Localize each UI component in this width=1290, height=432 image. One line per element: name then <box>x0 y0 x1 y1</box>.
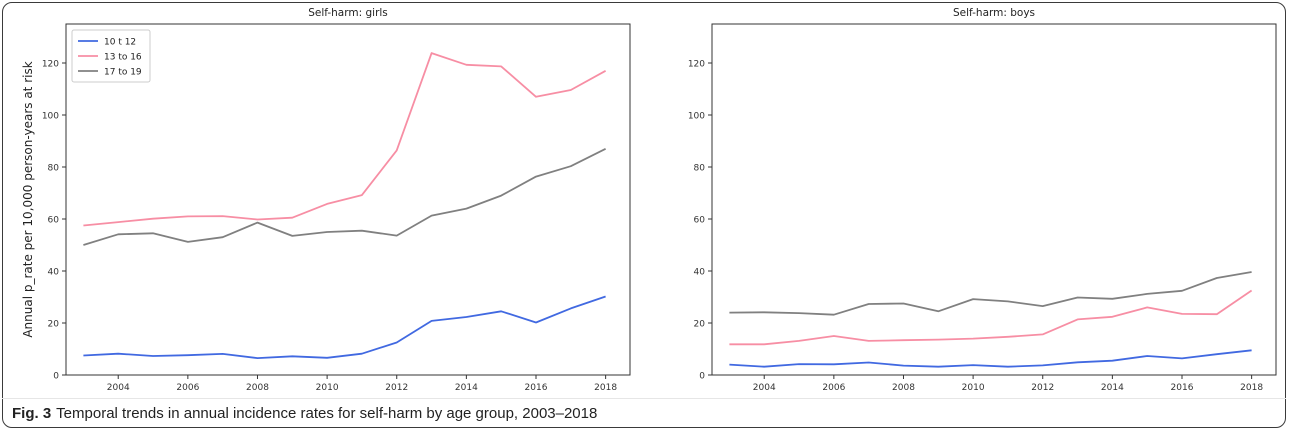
chart2-plot-area <box>711 23 1277 376</box>
chart1-legend-label-3: 17 to 19 <box>104 68 142 78</box>
chart2-series-line-3 <box>729 271 1252 316</box>
chart1-y-tick-label: 120 <box>42 60 59 70</box>
chart1-y-tick-label: 40 <box>48 268 60 278</box>
chart1-y-tick-label: 0 <box>53 372 59 382</box>
figure-caption: Fig. 3 Temporal trends in annual incidenc… <box>12 402 597 426</box>
chart2-series-line-2 <box>729 289 1253 346</box>
chart1-x-tick-label: 2004 <box>107 383 130 393</box>
chart2-y-tick-label: 100 <box>688 112 705 122</box>
chart1-plot-area <box>65 23 631 376</box>
chart1-x-tick-label: 2008 <box>246 383 269 393</box>
chart1-x-tick-label: 2012 <box>385 383 408 393</box>
chart1-y-tick-label: 20 <box>48 320 60 330</box>
chart2-title: Self-harm: boys <box>953 7 1035 19</box>
chart1-x-tick-label: 2018 <box>594 383 617 393</box>
chart1-series-line-3 <box>83 147 607 246</box>
chart1-legend-label-1: 10 t 12 <box>104 38 136 48</box>
chart1-legend-box <box>71 29 151 83</box>
chart2-y-tick-label: 60 <box>694 216 706 226</box>
caption-label: Fig. 3 <box>12 405 52 422</box>
chart2-x-tick-label: 2010 <box>962 383 985 393</box>
chart2-y-tick-label: 80 <box>694 164 706 174</box>
chart2-y-tick-label: 40 <box>694 268 706 278</box>
chart1-x-tick-label: 2010 <box>316 383 339 393</box>
chart2-x-tick-label: 2012 <box>1031 383 1054 393</box>
chart2-y-tick-label: 0 <box>699 372 705 382</box>
chart1-legend-label-2: 13 to 16 <box>104 53 142 63</box>
figure-canvas: Self-harm: girls 0 20 40 60 80 100 120 2004 2006 2… <box>21 7 1277 393</box>
chart2-y-tick-label: 120 <box>688 60 705 70</box>
chart1-x-tick-label: 2016 <box>525 383 548 393</box>
caption-divider <box>2 398 1286 399</box>
chart2-y-tick-label: 20 <box>694 320 706 330</box>
chart1-y-tick-label: 100 <box>42 112 59 122</box>
chart1-y-tick-label: 80 <box>48 164 60 174</box>
chart2-x-tick-label: 2016 <box>1171 383 1194 393</box>
chart2-x-tick-label: 2004 <box>753 383 776 393</box>
chart1-series-line-2 <box>83 52 607 227</box>
chart1-y-tick-label: 60 <box>48 216 60 226</box>
chart2-x-tick-label: 2018 <box>1240 383 1263 393</box>
chart2-x-tick-label: 2014 <box>1101 383 1124 393</box>
chart2-x-tick-label: 2008 <box>892 383 915 393</box>
caption-text: Temporal trends in annual incidence rate… <box>56 405 598 422</box>
chart2-x-tick-label: 2006 <box>822 383 845 393</box>
chart1-x-tick-label: 2014 <box>455 383 478 393</box>
chart1-y-axis-label: Annual p_rate per 10,000 person-years at… <box>21 61 35 337</box>
chart1-x-tick-label: 2006 <box>176 383 199 393</box>
chart1-series-line-1 <box>83 295 606 360</box>
chart1-title: Self-harm: girls <box>308 7 388 19</box>
chart2-series-line-1 <box>729 349 1252 368</box>
